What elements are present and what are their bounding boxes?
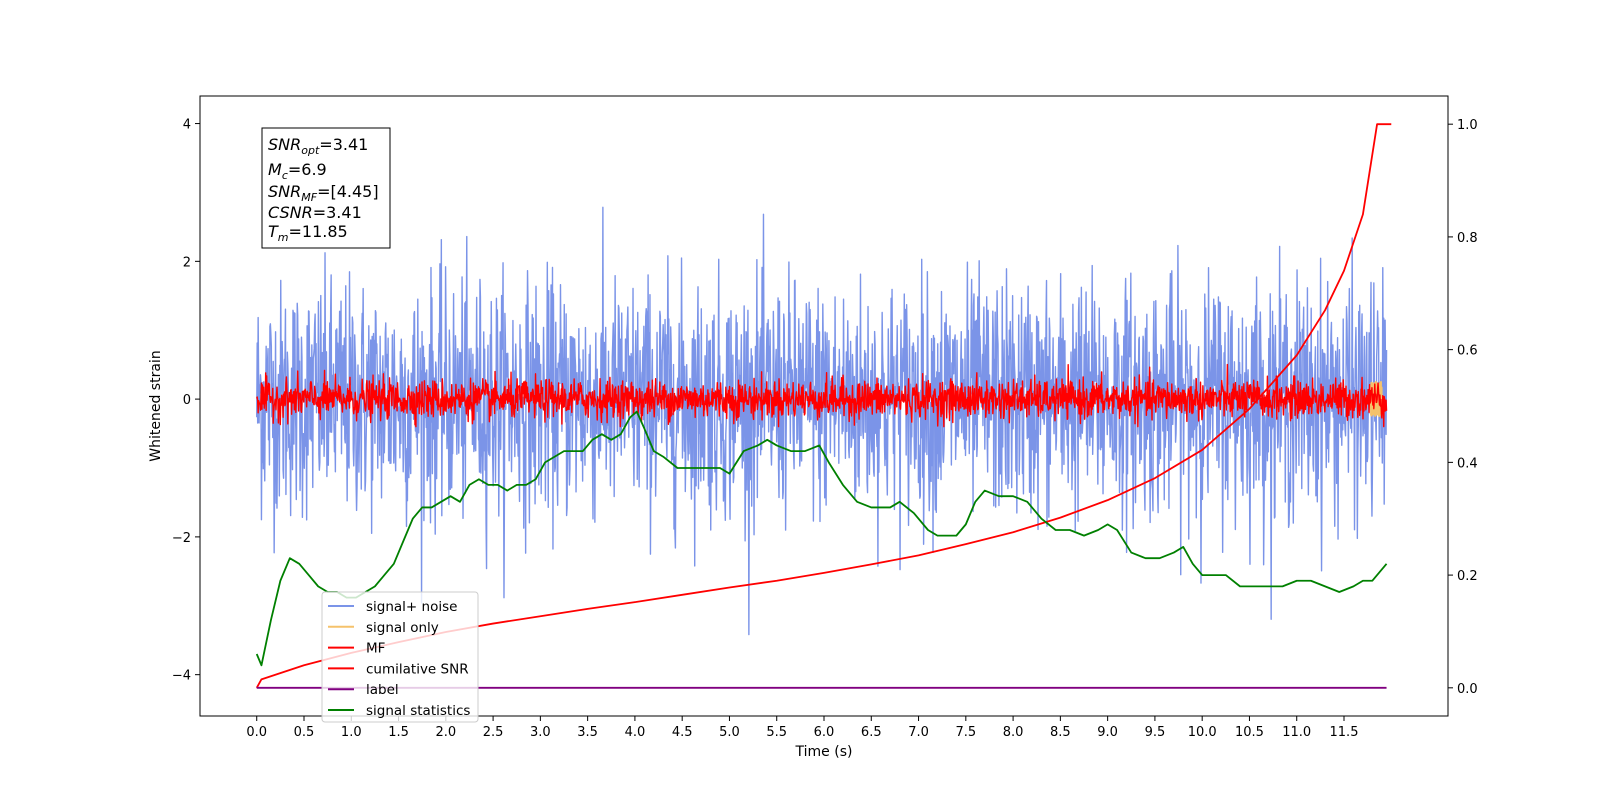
x-tick-label: 6.0: [814, 725, 835, 740]
x-tick-label: 5.0: [719, 725, 740, 740]
x-tick-label: 2.5: [483, 725, 504, 740]
info-tm-main: T: [268, 222, 279, 241]
legend-label-signal-noise: signal+ noise: [366, 599, 457, 615]
y-tick-label: 4: [183, 118, 191, 133]
x-tick-label: 8.0: [1003, 725, 1024, 740]
info-line-mc: Mc=6.9: [268, 160, 327, 182]
x-tick-label: 9.0: [1097, 725, 1118, 740]
y-axis-right: 0.0 0.2 0.4 0.6 0.8 1.0: [1448, 118, 1478, 697]
y2-tick-label: 0.0: [1457, 682, 1478, 697]
x-tick-label: 10.0: [1188, 725, 1217, 740]
x-axis-label: Time (s): [795, 744, 853, 760]
info-snr-mf-sub: MF: [301, 191, 317, 204]
y-tick-label: 2: [183, 255, 191, 270]
x-tick-label: 11.5: [1330, 725, 1359, 740]
legend-label-signal-statistics: signal statistics: [366, 703, 470, 719]
series-line-mf: [256, 363, 1388, 428]
info-line-snr-opt: SNRopt=3.41: [268, 135, 368, 157]
info-line-csnr: CSNR=3.41: [268, 203, 362, 222]
y-tick-label: −2: [172, 531, 191, 546]
series-line-signal-statistics: [255, 410, 1388, 667]
x-tick-label: 8.5: [1050, 725, 1071, 740]
info-mc-main: M: [268, 160, 282, 179]
info-tm-value: =11.85: [289, 222, 348, 241]
info-mc-sub: c: [282, 169, 288, 182]
y-tick-label: 0: [183, 393, 191, 408]
x-tick-label: 11.0: [1282, 725, 1311, 740]
x-tick-label: 3.5: [577, 725, 598, 740]
info-csnr-main: CSNR: [268, 203, 313, 222]
legend-label-mf: MF: [366, 641, 385, 657]
legend-frame: [321, 591, 479, 723]
x-tick-label: 7.5: [955, 725, 976, 740]
x-tick-label: 4.5: [672, 725, 693, 740]
info-snr-mf-value: =[4.45]: [317, 182, 379, 201]
x-tick-label: 6.5: [861, 725, 882, 740]
x-tick-label: 0.0: [246, 725, 267, 740]
x-tick-label: 4.0: [625, 725, 646, 740]
y2-tick-label: 0.8: [1457, 231, 1478, 246]
info-snr-opt-value: =3.41: [319, 135, 368, 154]
y2-tick-label: 0.4: [1457, 456, 1478, 471]
x-axis: 0.0 0.5 1.0 1.5 2.0 2.5 3.0 3.5 4.0 4.5 5.0 5.5 6.0 6…: [246, 716, 1358, 740]
info-tm-sub: m: [278, 231, 289, 244]
legend: signal+ noise signal only MF cumilative SNR…: [321, 591, 479, 723]
x-tick-label: 10.5: [1235, 725, 1264, 740]
x-tick-label: 3.0: [530, 725, 551, 740]
legend-label-label: label: [366, 682, 399, 698]
x-tick-label: 2.0: [435, 725, 456, 740]
x-tick-label: 0.5: [294, 725, 315, 740]
legend-label-signal-only: signal only: [366, 620, 439, 636]
legend-label-cumulative-snr: cumilative SNR: [366, 661, 469, 677]
info-snr-opt-sub: opt: [301, 144, 320, 157]
info-snr-mf-main: SNR: [268, 182, 301, 201]
y2-tick-label: 0.2: [1457, 569, 1478, 584]
info-line-tm: Tm=11.85: [268, 222, 348, 244]
info-mc-value: =6.9: [288, 160, 327, 179]
x-tick-label: 1.0: [341, 725, 362, 740]
y2-tick-label: 0.6: [1457, 344, 1478, 359]
x-tick-label: 1.5: [388, 725, 409, 740]
info-csnr-value: =3.41: [313, 203, 362, 222]
x-tick-label: 5.5: [766, 725, 787, 740]
y-axis-label: Whitened strain: [148, 350, 164, 461]
info-line-snr-mf: SNRMF=[4.45]: [268, 182, 379, 204]
info-box: SNRopt=3.41 Mc=6.9 SNRMF=[4.45] CSNR=3.4…: [261, 127, 391, 249]
y-axis-left: −4 −2 0 2 4: [172, 118, 200, 684]
x-tick-label: 9.5: [1145, 725, 1166, 740]
info-snr-opt-main: SNR: [268, 135, 301, 154]
info-box-frame: [261, 127, 391, 249]
y2-tick-label: 1.0: [1457, 118, 1478, 133]
y-tick-label: −4: [172, 669, 191, 684]
x-tick-label: 7.0: [908, 725, 929, 740]
